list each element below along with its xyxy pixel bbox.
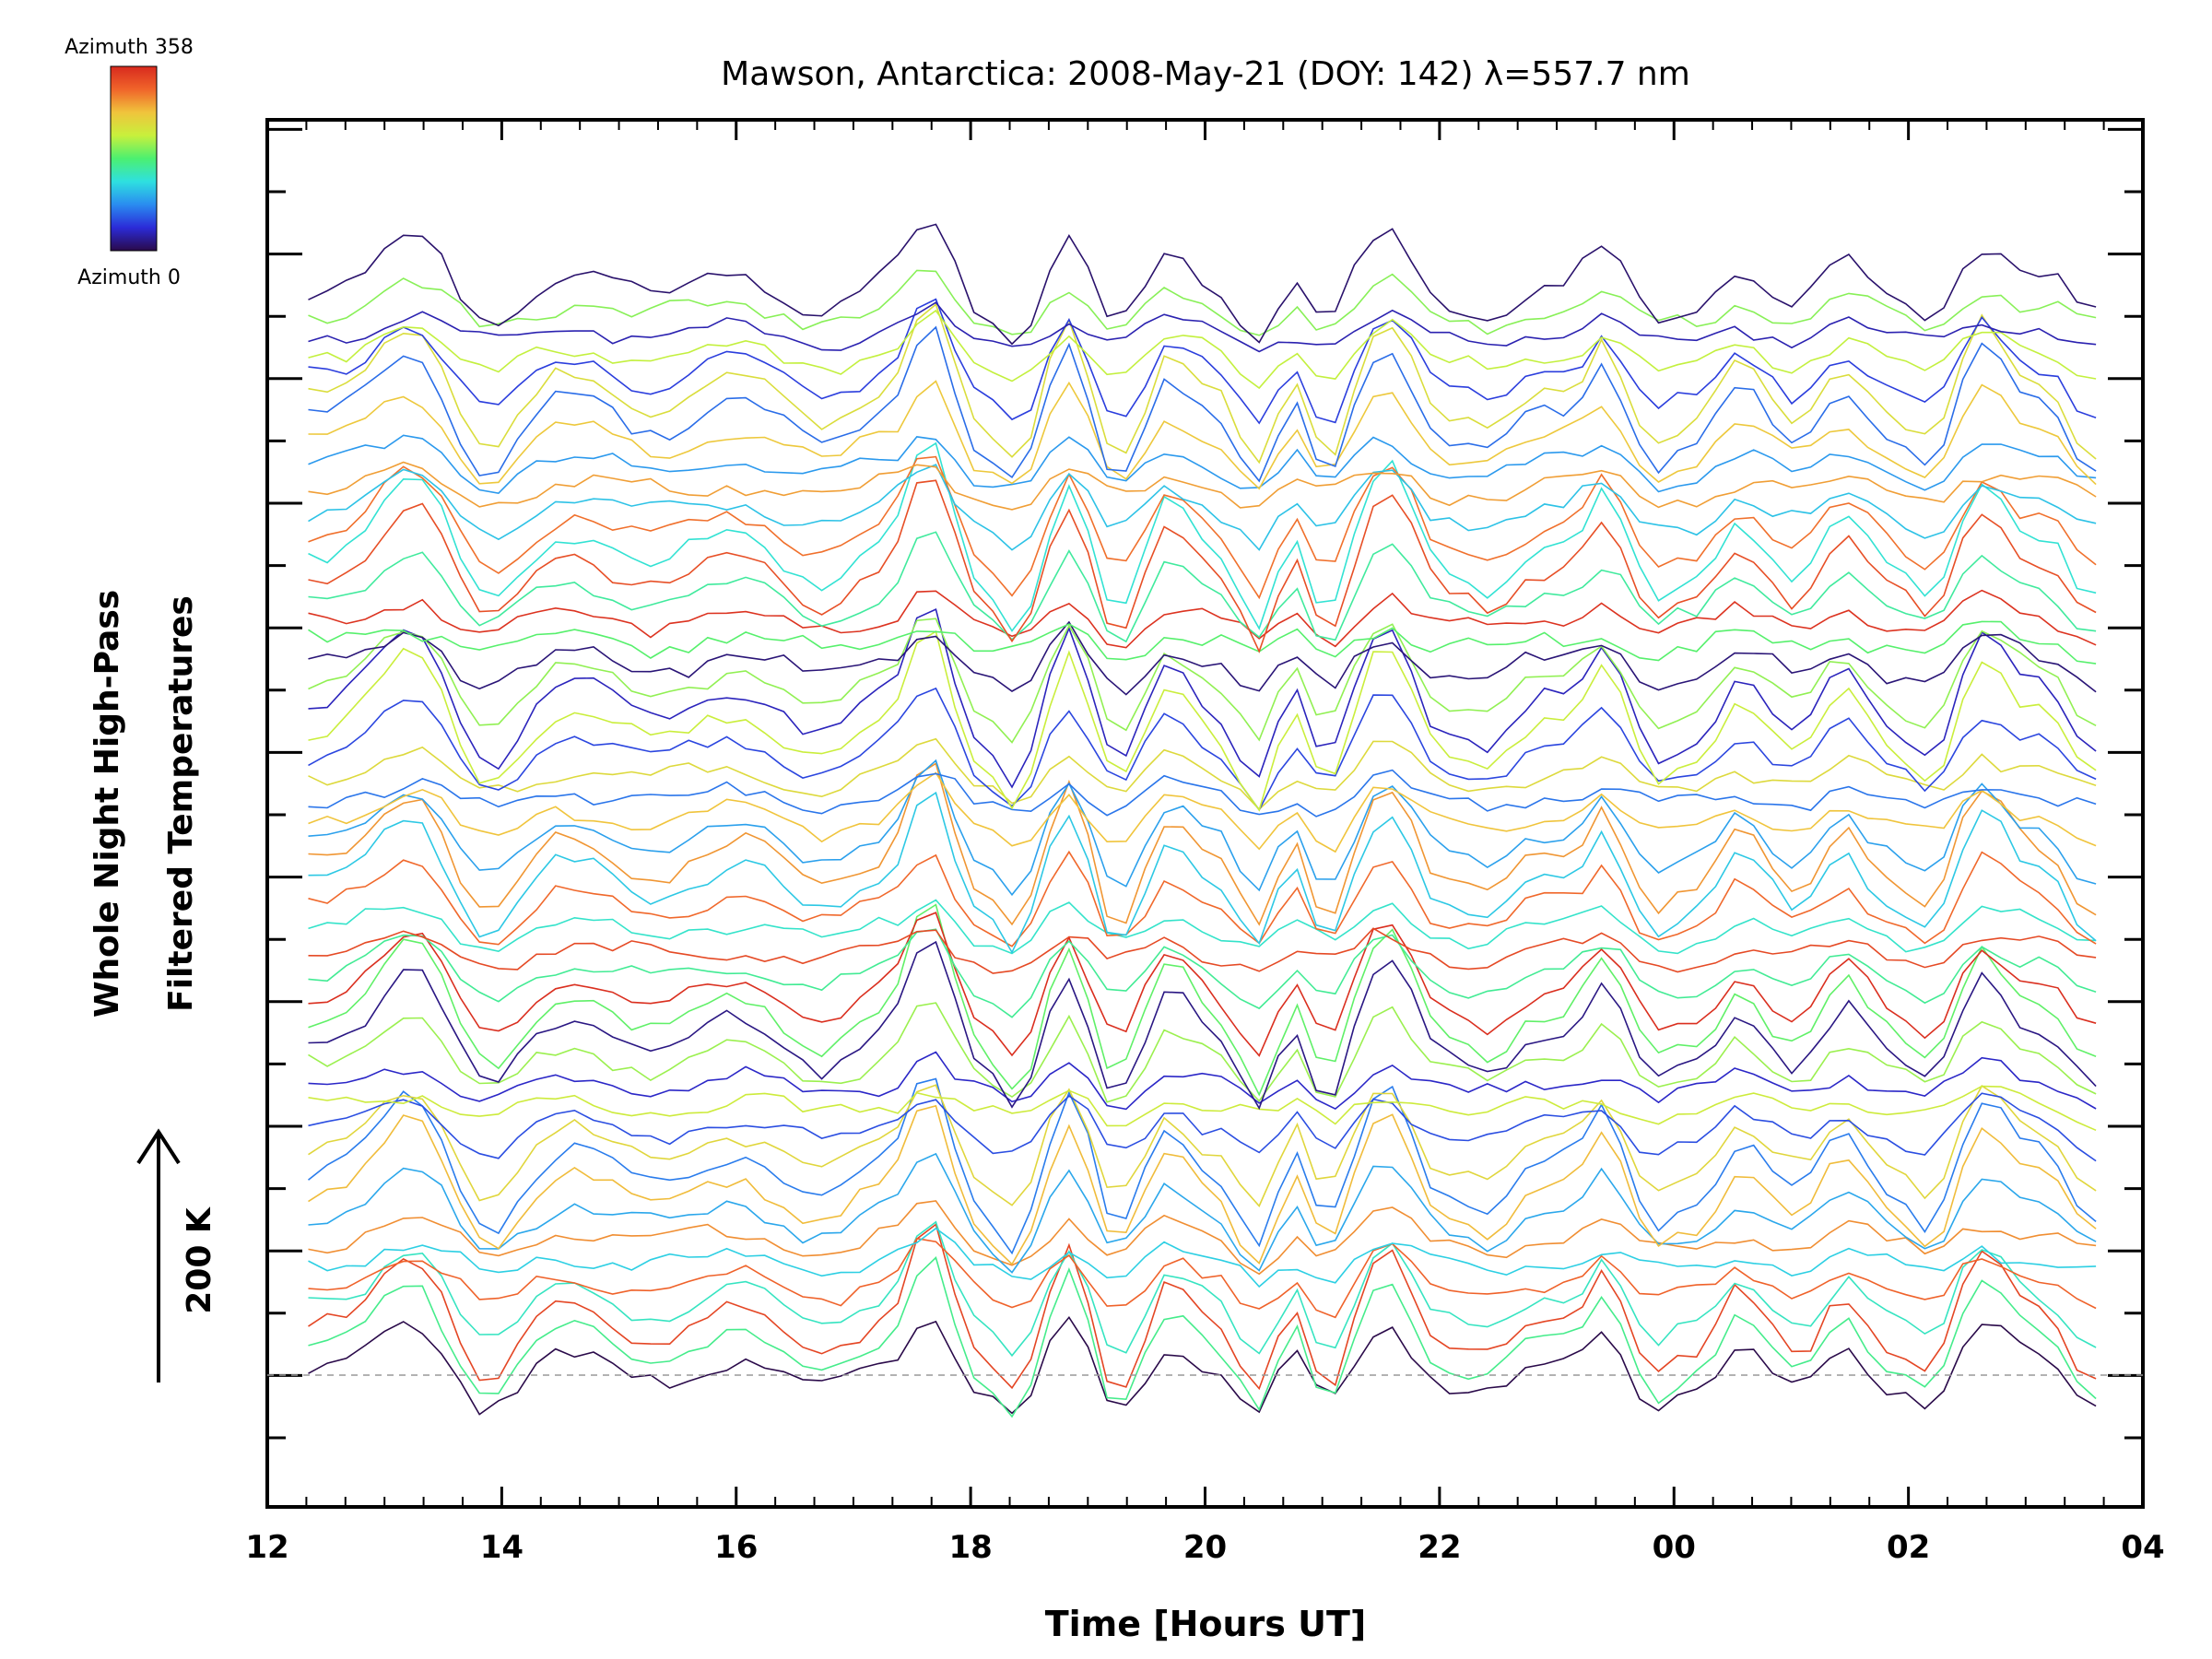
series-line	[308, 302, 2097, 465]
series-line	[308, 1152, 2097, 1274]
series-line	[308, 1002, 2097, 1103]
series-line	[308, 1227, 2097, 1288]
series-line	[308, 687, 2097, 812]
scale-indicator: 200 K	[136, 1128, 218, 1382]
x-tick-label: 20	[1183, 1529, 1227, 1566]
colorbar-bottom-label: Azimuth 0	[77, 266, 181, 289]
series-line	[308, 850, 2097, 947]
minor-ticks	[266, 120, 2144, 1507]
x-axis-label: Time [Hours UT]	[1045, 1604, 1367, 1644]
series-line	[308, 737, 2097, 811]
series-line	[308, 771, 2097, 853]
series-line	[308, 309, 2097, 390]
series-line	[308, 298, 2097, 425]
y-axis-label-line2: Filtered Temperatures	[162, 595, 200, 1012]
series-line	[308, 1200, 2097, 1276]
series-line	[308, 434, 2097, 495]
series-line	[308, 461, 2097, 511]
series-line	[308, 1220, 2097, 1358]
x-tick-label: 12	[245, 1529, 288, 1566]
series-line	[308, 479, 2097, 653]
series-line	[308, 531, 2097, 643]
series-line	[308, 618, 2097, 744]
series-line	[308, 1077, 2097, 1255]
x-tick-label: 02	[1887, 1529, 1930, 1566]
scale-arrow-head	[136, 1128, 181, 1165]
colorbar-gradient	[110, 65, 158, 252]
series-line	[308, 927, 2097, 974]
x-tick-label: 22	[1418, 1529, 1461, 1566]
series-line	[308, 1092, 2097, 1162]
series-line	[308, 269, 2097, 336]
series-line	[308, 899, 2097, 955]
series-line	[308, 1104, 2097, 1265]
colorbar-top-label: Azimuth 358	[65, 36, 194, 59]
series-line	[308, 1237, 2097, 1319]
series-line	[308, 1256, 2097, 1418]
series-line	[308, 903, 2097, 1097]
x-tick-label: 14	[480, 1529, 524, 1566]
series-line	[308, 455, 2097, 600]
series-group	[308, 223, 2097, 1418]
x-tick-label: 16	[714, 1529, 758, 1566]
y-ticks	[267, 127, 2143, 1440]
series-line	[308, 1085, 2097, 1132]
series-line	[308, 769, 2097, 818]
scale-label: 200 K	[181, 1206, 218, 1314]
series-line	[308, 441, 2097, 632]
series-line	[308, 1315, 2097, 1416]
x-tick-label: 00	[1653, 1529, 1696, 1566]
series-line	[308, 223, 2097, 346]
x-ticks: 12 14 16 18 20 22 00 02 04	[245, 120, 2165, 1566]
x-tick-label: 18	[948, 1529, 992, 1566]
series-line	[308, 620, 2097, 696]
series-line	[308, 759, 2097, 897]
series-line	[308, 1223, 2097, 1391]
x-tick-label: 04	[2121, 1529, 2164, 1566]
series-line	[308, 589, 2097, 649]
series-line	[308, 912, 2097, 1057]
series-line	[308, 629, 2097, 812]
series-line	[308, 380, 2097, 490]
colorbar: Azimuth 358 Azimuth 0	[65, 36, 194, 289]
chart-title: Mawson, Antarctica: 2008-May-21 (DOY: 14…	[721, 55, 1690, 93]
series-line	[308, 1084, 2097, 1207]
plot-frame	[265, 118, 2145, 1509]
series-line	[308, 607, 2097, 789]
y-axis-label: Whole Night High-Pass Filtered Temperatu…	[88, 590, 200, 1018]
series-line	[308, 325, 2097, 483]
series-line	[308, 301, 2097, 353]
series-line	[308, 762, 2097, 926]
y-axis-label-line1: Whole Night High-Pass	[88, 590, 126, 1018]
series-line	[308, 620, 2097, 665]
series-line	[308, 464, 2097, 551]
series-line	[308, 928, 2097, 1018]
series-line	[308, 940, 2097, 1111]
series-line	[308, 1051, 2097, 1111]
series-line	[308, 791, 2097, 955]
